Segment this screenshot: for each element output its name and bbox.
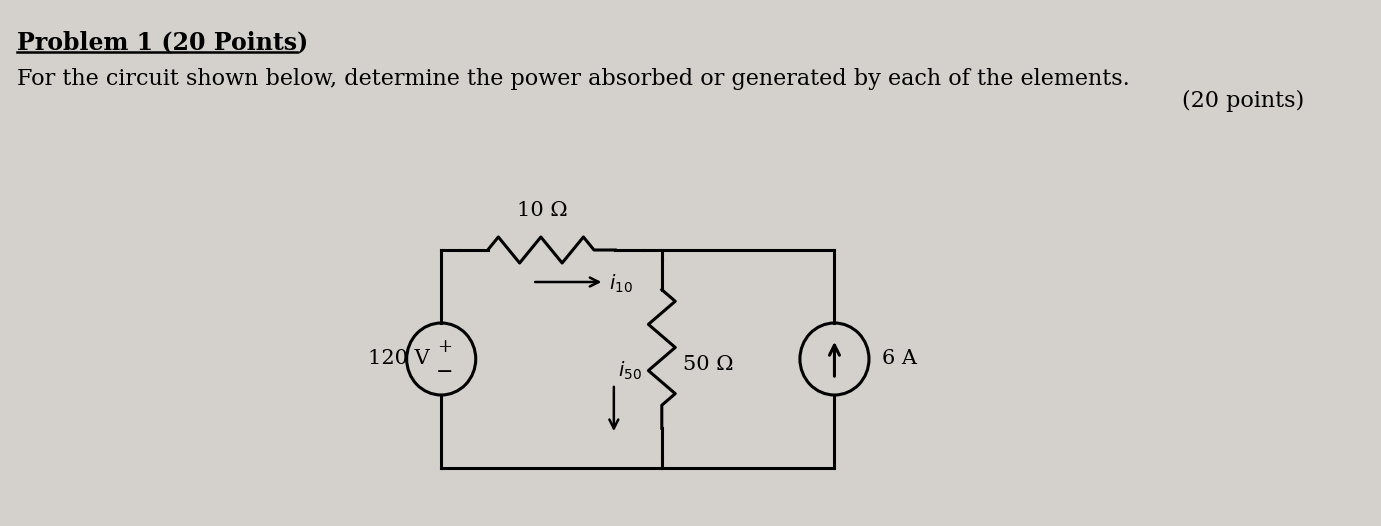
Text: Problem 1 (20 Points): Problem 1 (20 Points) [18, 30, 308, 54]
Text: $i_{50}$: $i_{50}$ [617, 360, 642, 382]
Text: 10 Ω: 10 Ω [516, 201, 568, 220]
Text: (20 points): (20 points) [1182, 90, 1305, 112]
Text: +: + [438, 338, 453, 356]
Text: 50 Ω: 50 Ω [684, 355, 733, 373]
Text: For the circuit shown below, determine the power absorbed or generated by each o: For the circuit shown below, determine t… [18, 68, 1130, 90]
Text: 6 A: 6 A [882, 349, 917, 369]
Text: 120 V: 120 V [367, 349, 429, 369]
Text: $i_{10}$: $i_{10}$ [609, 273, 632, 295]
Text: −: − [436, 363, 454, 382]
